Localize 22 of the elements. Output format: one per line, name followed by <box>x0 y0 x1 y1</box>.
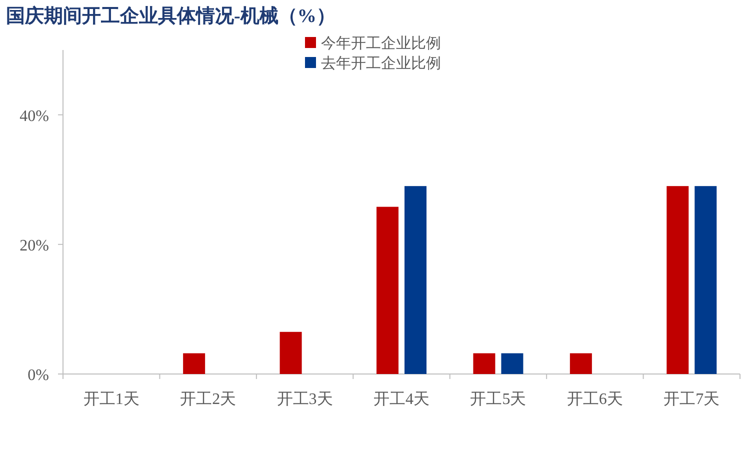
x-tick-label: 开工2天 <box>180 391 236 408</box>
bar <box>404 186 426 374</box>
bar <box>183 353 206 374</box>
y-tick-label: 20% <box>20 237 49 254</box>
x-tick-label: 开工5天 <box>470 391 526 408</box>
bar <box>473 353 496 374</box>
bar <box>501 353 524 374</box>
bar <box>666 186 689 374</box>
x-tick-label: 开工7天 <box>664 391 720 408</box>
y-tick-label: 0% <box>28 367 49 384</box>
bar <box>694 186 717 374</box>
legend-label: 今年开工企业比例 <box>321 35 441 52</box>
x-tick-label: 开工6天 <box>566 391 623 408</box>
bar <box>570 353 592 374</box>
y-tick-label: 40% <box>20 108 49 125</box>
x-tick-label: 开工4天 <box>374 391 430 408</box>
chart-title: 国庆期间开工企业具体情况-机械（%） <box>6 5 336 27</box>
bar <box>280 332 302 374</box>
legend-label: 去年开工企业比例 <box>321 55 441 72</box>
bar <box>376 206 398 374</box>
x-tick-label: 开工1天 <box>83 391 140 408</box>
x-tick-label: 开工3天 <box>276 391 333 408</box>
